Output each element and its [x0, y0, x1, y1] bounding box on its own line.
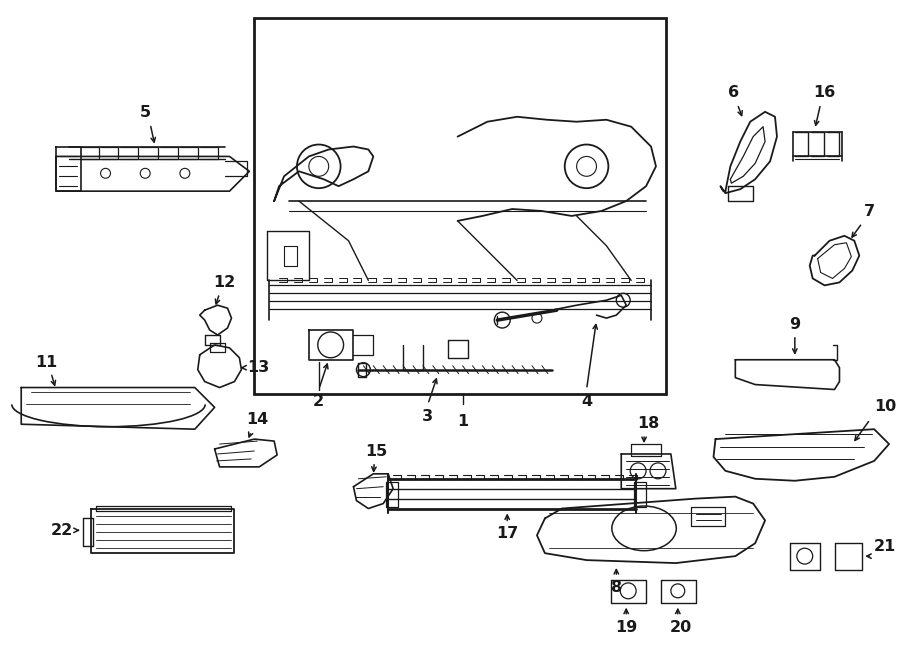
Text: 12: 12	[213, 276, 236, 290]
Text: 18: 18	[637, 416, 659, 431]
Text: 15: 15	[365, 444, 387, 459]
Text: 1: 1	[457, 414, 468, 429]
Text: 3: 3	[422, 409, 434, 424]
Text: 19: 19	[615, 619, 637, 635]
Text: 20: 20	[670, 619, 692, 635]
Text: 9: 9	[789, 317, 800, 332]
Text: 10: 10	[874, 399, 896, 414]
Text: 6: 6	[728, 85, 739, 100]
Text: 16: 16	[814, 85, 836, 100]
Text: 4: 4	[581, 395, 592, 409]
Text: 8: 8	[611, 580, 622, 595]
Text: 21: 21	[874, 539, 896, 554]
Text: 2: 2	[313, 395, 324, 409]
Bar	[255, 18, 666, 395]
Text: 22: 22	[50, 523, 73, 538]
Text: 5: 5	[140, 104, 151, 120]
Text: 13: 13	[248, 360, 270, 375]
Text: 17: 17	[496, 526, 518, 541]
Text: 14: 14	[246, 412, 268, 427]
Text: 11: 11	[35, 355, 57, 369]
Text: 7: 7	[864, 204, 876, 219]
